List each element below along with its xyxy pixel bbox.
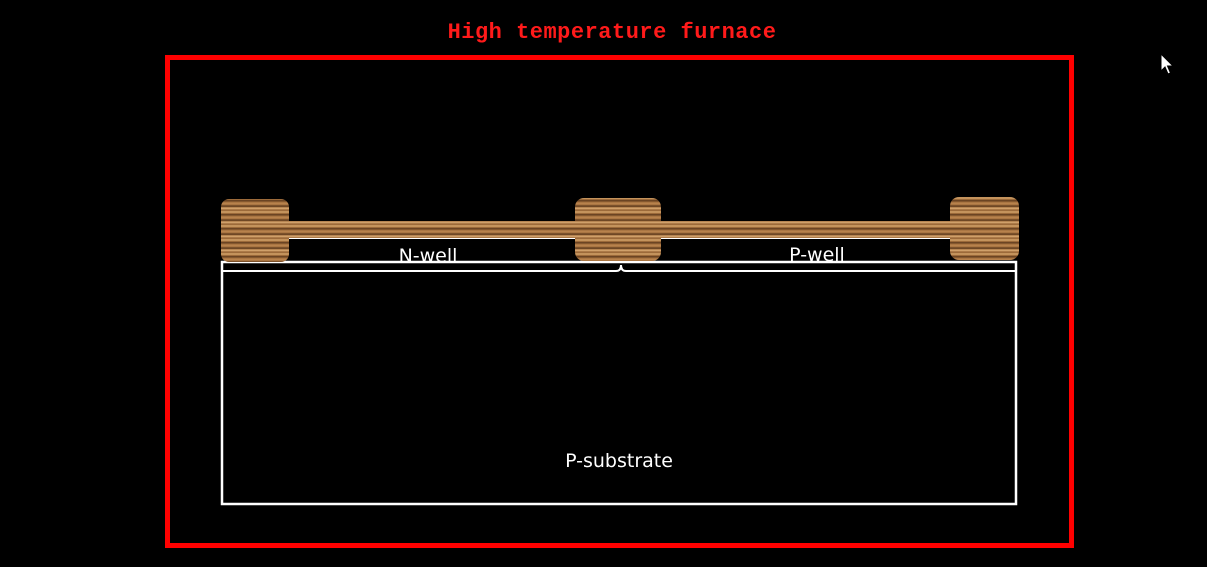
furnace-title: High temperature furnace [447, 20, 777, 45]
p-well-label: P-well [789, 244, 845, 266]
field-oxide-right [950, 197, 1019, 260]
n-well-label: N-well [399, 245, 458, 267]
thin-oxide-left [286, 221, 578, 238]
thin-oxide-right [658, 221, 952, 238]
mouse-pointer-icon [1160, 53, 1175, 75]
p-substrate-label: P-substrate [565, 450, 673, 472]
field-oxide-center [575, 198, 661, 261]
p-substrate-region [220, 260, 1018, 506]
field-oxide-left [221, 199, 289, 262]
furnace-boundary [165, 55, 1074, 548]
n-well-region [221, 262, 1017, 272]
